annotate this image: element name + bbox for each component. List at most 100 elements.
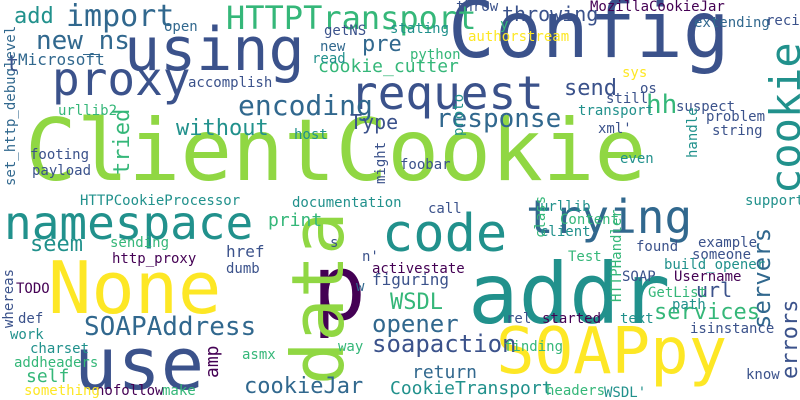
word-7: use: [74, 322, 205, 400]
word-113: open: [164, 19, 198, 35]
word-102: dumb: [226, 261, 260, 277]
word-45: documentation: [292, 195, 402, 211]
word-33: amp: [202, 345, 223, 378]
word-112: new: [320, 39, 346, 55]
word-21: opener: [372, 310, 459, 338]
word-86: rel: [506, 311, 532, 327]
word-90: asmx: [242, 347, 276, 363]
word-70: call: [428, 201, 462, 217]
word-38: pre: [362, 32, 402, 57]
word-39: add: [14, 4, 54, 29]
word-28: throwing: [502, 2, 599, 26]
word-63: someone: [692, 247, 752, 263]
word-80: might: [373, 141, 389, 184]
word-37: seem: [30, 232, 83, 257]
word-50: Microsoft: [18, 50, 105, 69]
word-19: response: [436, 104, 562, 134]
word-27: new_ns: [36, 26, 130, 56]
word-114: throw: [456, 0, 499, 15]
word-95: know: [746, 367, 780, 383]
word-24: cookieJar: [244, 374, 364, 399]
word-60: Username: [674, 269, 742, 285]
word-116: os: [640, 81, 657, 97]
word-23: errors: [778, 299, 800, 379]
word-87: nofollow: [96, 383, 164, 399]
word-104: n': [362, 249, 379, 265]
word-78: host: [294, 127, 328, 143]
word-56: activestate: [372, 261, 465, 277]
word-25: hh: [646, 90, 678, 120]
word-6: data: [276, 211, 360, 385]
word-57: footing: [30, 147, 90, 163]
word-121: w: [356, 279, 365, 295]
word-20: soapaction: [372, 330, 517, 358]
word-65: support: [745, 193, 800, 209]
word-30: CookieTransport: [390, 378, 553, 399]
word-82: text: [620, 311, 654, 327]
word-68: urllib: [540, 199, 591, 215]
word-31: services: [654, 300, 760, 325]
word-98: TODO: [16, 281, 50, 297]
word-91: way: [338, 339, 364, 355]
word-5: p: [312, 236, 367, 341]
word-8: using: [124, 15, 305, 85]
word-120: t: [6, 52, 20, 77]
word-79: foobar: [400, 157, 451, 173]
word-93: headers: [546, 383, 606, 399]
word-66: Content: [560, 212, 620, 228]
word-54: urllib2: [58, 103, 118, 119]
word-85: isinstance: [690, 321, 775, 337]
word-77: proto: [451, 93, 467, 136]
word-64: build_opener: [664, 257, 766, 273]
word-16: encoding: [238, 89, 373, 122]
word-76: xml': [598, 121, 632, 137]
word-94: WSDL': [604, 385, 647, 400]
word-15: HTTPTransport: [226, 0, 477, 37]
word-99: whereas: [1, 268, 17, 328]
word-4: None: [48, 246, 222, 330]
word-119: s: [330, 235, 339, 251]
word-18: import: [66, 0, 175, 34]
word-55: accomplish: [188, 75, 273, 91]
word-111: getNS: [324, 23, 367, 39]
word-92: finding: [504, 339, 564, 355]
word-71: found: [636, 239, 679, 255]
word-58: sending: [110, 235, 170, 251]
word-14: cookie: [761, 42, 800, 194]
word-35: Type: [350, 110, 399, 134]
word-13: trying: [526, 190, 693, 244]
word-48: started: [542, 311, 602, 327]
word-105: HTTPHandler: [609, 209, 625, 302]
word-11: proxy: [52, 52, 191, 106]
word-115: sys: [622, 65, 648, 81]
word-106: recipes: [766, 13, 800, 29]
word-53: set_http_debuglevel: [3, 25, 19, 186]
word-12: request: [350, 66, 544, 120]
word-74: suspect: [676, 99, 736, 115]
word-26: WSDL: [390, 290, 443, 315]
word-10: namespace: [4, 196, 254, 250]
word-81: even: [620, 151, 654, 167]
word-100: charset: [30, 341, 90, 357]
word-2: addr: [468, 245, 671, 343]
word-67: client: [540, 224, 591, 240]
word-17: SOAPAddress: [84, 312, 257, 342]
word-101: addheaders: [14, 355, 99, 371]
word-110: read: [312, 51, 346, 67]
word-40: url: [696, 278, 733, 302]
word-0: ClientCookie: [25, 101, 647, 201]
word-52: HTTPCookieProcessor: [80, 193, 241, 209]
word-1: Config: [448, 0, 730, 76]
word-97: def: [18, 311, 44, 327]
word-84: path: [672, 297, 706, 313]
word-61: href: [226, 242, 265, 261]
word-62: example: [698, 235, 758, 251]
word-73: problem: [706, 109, 766, 125]
word-49: extending: [694, 15, 770, 31]
word-117: still: [606, 91, 649, 107]
word-75: handle: [685, 107, 701, 158]
word-34: send: [564, 76, 617, 101]
word-83: GetList: [648, 285, 708, 301]
word-108: stating: [390, 21, 450, 37]
